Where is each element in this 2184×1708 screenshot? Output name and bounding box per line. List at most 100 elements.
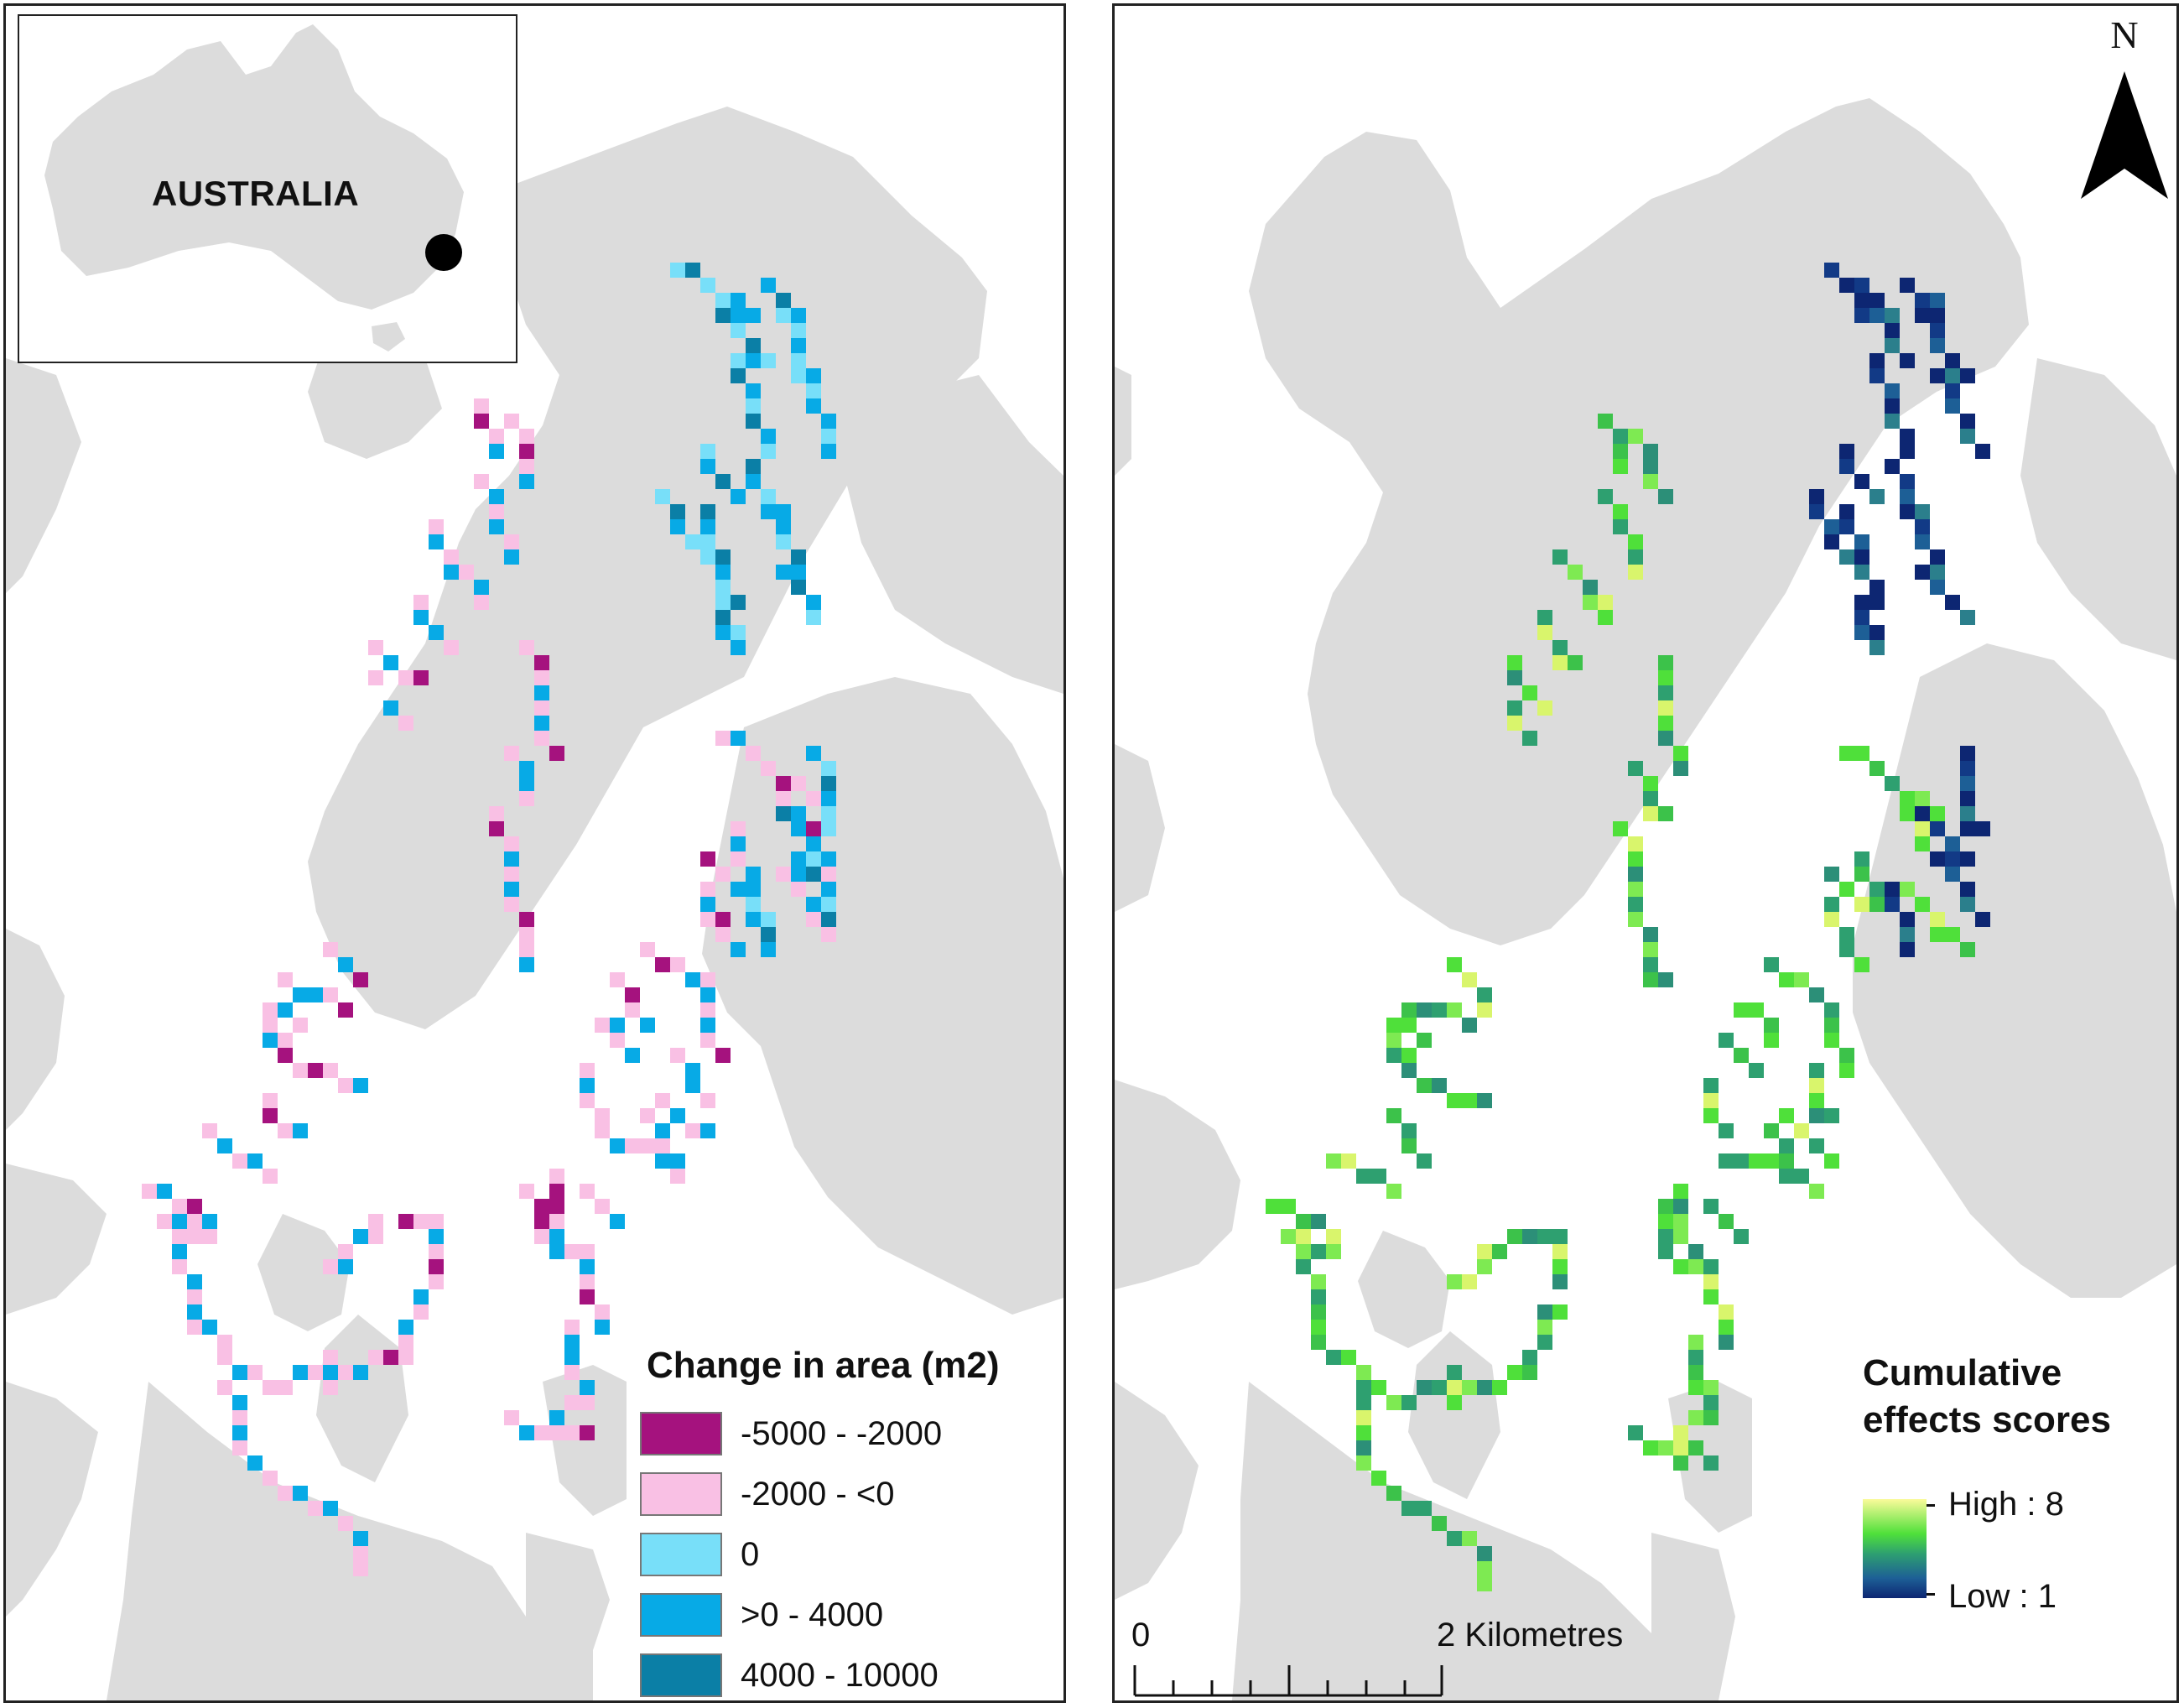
raster-cell	[1960, 897, 1975, 912]
raster-cell	[791, 851, 806, 867]
scale-bar: 0 2 Kilometres	[1131, 1617, 1623, 1700]
raster-cell	[1658, 1440, 1673, 1455]
raster-cell	[1492, 1380, 1507, 1395]
raster-cell	[429, 1259, 444, 1274]
raster-cell	[1447, 957, 1462, 972]
raster-cell	[791, 353, 806, 368]
raster-cell	[821, 912, 836, 927]
raster-cell	[1854, 746, 1869, 761]
raster-cell	[715, 565, 731, 580]
raster-cell	[1673, 1440, 1688, 1455]
raster-cell	[504, 836, 519, 851]
raster-cell	[1356, 1455, 1371, 1471]
raster-cell	[1960, 806, 1975, 821]
raster-cell	[640, 942, 655, 957]
raster-cell	[1824, 1018, 1839, 1033]
raster-cell	[1703, 1455, 1719, 1471]
raster-cell	[1507, 1229, 1522, 1244]
raster-cell	[187, 1320, 202, 1335]
raster-cell	[368, 1229, 383, 1244]
raster-cell	[1854, 474, 1869, 489]
raster-cell	[580, 1395, 595, 1410]
raster-cell	[1719, 1320, 1734, 1335]
raster-cell	[247, 1365, 263, 1380]
raster-cell	[308, 1063, 323, 1078]
raster-cell	[1688, 1410, 1703, 1425]
raster-cell	[1628, 912, 1643, 927]
raster-cell	[413, 1214, 429, 1229]
raster-cell	[715, 595, 731, 610]
raster-cell	[821, 867, 836, 882]
raster-cell	[1447, 1531, 1462, 1546]
raster-cell	[821, 414, 836, 429]
raster-cell	[564, 1320, 580, 1335]
raster-cell	[731, 625, 746, 640]
raster-cell	[187, 1199, 202, 1214]
raster-cell	[1477, 1561, 1492, 1576]
raster-cell	[1507, 670, 1522, 685]
raster-cell	[700, 882, 715, 897]
raster-cell	[595, 1123, 610, 1138]
effects-legend: Cumulative effects scores High : 8 Low :…	[1831, 1313, 2176, 1700]
raster-cell	[1869, 625, 1885, 640]
raster-cell	[1809, 489, 1824, 504]
raster-cell	[1975, 912, 1990, 927]
raster-cell	[232, 1365, 247, 1380]
raster-cell	[1915, 806, 1930, 821]
raster-cell	[1930, 851, 1945, 867]
raster-cell	[1960, 761, 1975, 776]
raster-cell	[1915, 534, 1930, 549]
locator-inset: AUSTRALIA	[18, 14, 517, 363]
raster-cell	[519, 1425, 534, 1440]
raster-cell	[1356, 1365, 1371, 1380]
raster-cell	[1673, 1425, 1688, 1440]
raster-cell	[1703, 1410, 1719, 1425]
cumulative-effects-map: N 0 2 Kilometres Cumulative effects scor…	[1112, 3, 2179, 1703]
raster-cell	[595, 1304, 610, 1320]
raster-cell	[821, 851, 836, 867]
raster-cell	[1824, 912, 1839, 927]
raster-cell	[1734, 1048, 1749, 1063]
raster-cell	[670, 1108, 685, 1123]
raster-cell	[1658, 670, 1673, 685]
raster-cell	[580, 1425, 595, 1440]
raster-cell	[1794, 972, 1809, 987]
raster-cell	[338, 1516, 353, 1531]
raster-cell	[1809, 1108, 1824, 1123]
raster-cell	[1628, 1425, 1643, 1440]
raster-cell	[1854, 851, 1869, 867]
raster-cell	[1401, 1063, 1417, 1078]
raster-cell	[1613, 429, 1628, 444]
raster-cell	[293, 1365, 308, 1380]
raster-cell	[323, 1365, 338, 1380]
raster-cell	[610, 1033, 625, 1048]
raster-cell	[172, 1199, 187, 1214]
raster-cell	[564, 1350, 580, 1365]
raster-cell	[1688, 1335, 1703, 1350]
raster-cell	[700, 278, 715, 293]
raster-cell	[549, 1199, 564, 1214]
raster-cell	[1824, 1002, 1839, 1018]
raster-cell	[1764, 1123, 1779, 1138]
raster-cell	[1643, 942, 1658, 957]
raster-cell	[610, 972, 625, 987]
raster-cell	[640, 1108, 655, 1123]
raster-cell	[1401, 1018, 1417, 1033]
scale-end-label: 2 Kilometres	[1437, 1617, 1624, 1653]
ramp-tick	[1927, 1593, 1935, 1596]
raster-cell	[1824, 534, 1839, 549]
raster-cell	[534, 1199, 549, 1214]
raster-cell	[1839, 444, 1854, 459]
legend-label: 0	[741, 1536, 760, 1573]
raster-cell	[1703, 1274, 1719, 1289]
raster-cell	[1703, 1259, 1719, 1274]
raster-cell	[534, 716, 549, 731]
raster-cell	[1930, 821, 1945, 836]
raster-cell	[1854, 293, 1869, 308]
raster-cell	[429, 1244, 444, 1259]
raster-cell	[1930, 565, 1945, 580]
legend-label: -5000 - -2000	[741, 1415, 943, 1452]
raster-cell	[1885, 383, 1900, 398]
raster-cell	[1643, 474, 1658, 489]
raster-cell	[504, 897, 519, 912]
